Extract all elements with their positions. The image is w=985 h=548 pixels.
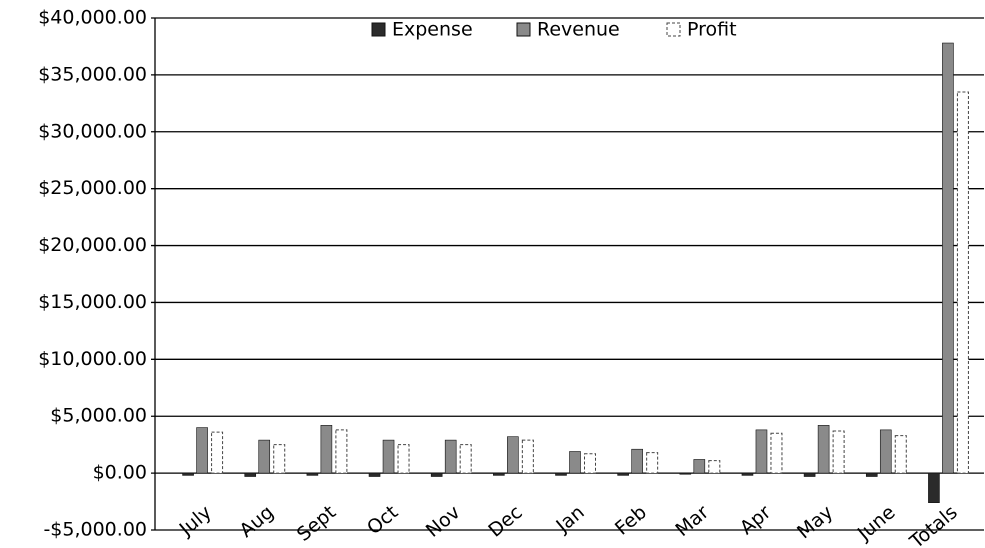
x-tick-label: Jan — [551, 501, 588, 537]
x-tick-label: Oct — [363, 501, 402, 539]
x-tick-label: Totals — [905, 501, 961, 548]
bar — [894, 435, 907, 474]
bar — [430, 472, 443, 477]
bar — [817, 425, 830, 474]
y-tick-label: $10,000.00 — [38, 348, 147, 370]
legend-swatch — [371, 22, 386, 37]
bar — [832, 430, 845, 474]
x-tick-label: Sept — [293, 501, 340, 546]
x-tick-label: Nov — [422, 501, 465, 542]
bar — [196, 427, 208, 474]
x-tick-label: June — [853, 501, 900, 545]
bar — [708, 460, 721, 474]
bar — [865, 472, 878, 477]
x-tick-label: Aug — [235, 501, 278, 542]
bar — [382, 439, 395, 474]
bar — [459, 444, 472, 474]
y-tick-label: $0.00 — [93, 462, 147, 484]
legend-swatch — [666, 22, 681, 37]
x-tick-label: Apr — [736, 501, 775, 539]
y-tick-label: $25,000.00 — [38, 177, 147, 199]
bar — [803, 472, 816, 477]
bar — [928, 472, 940, 503]
bar — [741, 472, 754, 476]
y-tick-label: $15,000.00 — [38, 291, 147, 313]
legend-swatch — [516, 22, 531, 37]
y-tick-label: $30,000.00 — [38, 120, 147, 142]
bar — [521, 439, 534, 474]
bar — [646, 452, 659, 474]
bar — [258, 439, 271, 474]
y-tick-label: $40,000.00 — [38, 7, 147, 29]
bar — [244, 472, 257, 477]
bar — [335, 429, 348, 474]
bar — [879, 429, 892, 474]
y-tick-label: $5,000.00 — [50, 405, 147, 427]
bar — [306, 472, 319, 476]
bar — [755, 429, 768, 474]
bar — [368, 472, 381, 477]
bar — [617, 472, 629, 476]
bar — [507, 436, 519, 474]
legend-label: Profit — [687, 19, 737, 41]
bar — [555, 472, 567, 476]
x-tick-label: May — [793, 501, 837, 543]
bar — [182, 472, 194, 476]
bar — [631, 448, 643, 474]
x-tick-label: Dec — [484, 501, 526, 541]
x-tick-label: Mar — [671, 501, 713, 541]
bar — [444, 439, 457, 474]
bar — [942, 42, 954, 474]
bar — [770, 432, 783, 474]
x-tick-label: July — [175, 501, 216, 540]
bar — [320, 425, 333, 474]
y-tick-label: -$5,000.00 — [43, 519, 147, 541]
bar — [956, 91, 969, 474]
bar — [569, 451, 581, 474]
bar — [584, 453, 596, 474]
bar — [273, 444, 286, 474]
bar — [679, 472, 692, 475]
bar — [493, 472, 505, 476]
y-tick-label: $35,000.00 — [38, 63, 147, 85]
y-tick-label: $20,000.00 — [38, 234, 147, 256]
x-tick-label: Feb — [611, 501, 651, 539]
bar — [397, 444, 410, 474]
legend-label: Expense — [392, 19, 473, 41]
bar — [211, 431, 224, 474]
bar — [693, 459, 706, 474]
legend-label: Revenue — [537, 19, 620, 41]
